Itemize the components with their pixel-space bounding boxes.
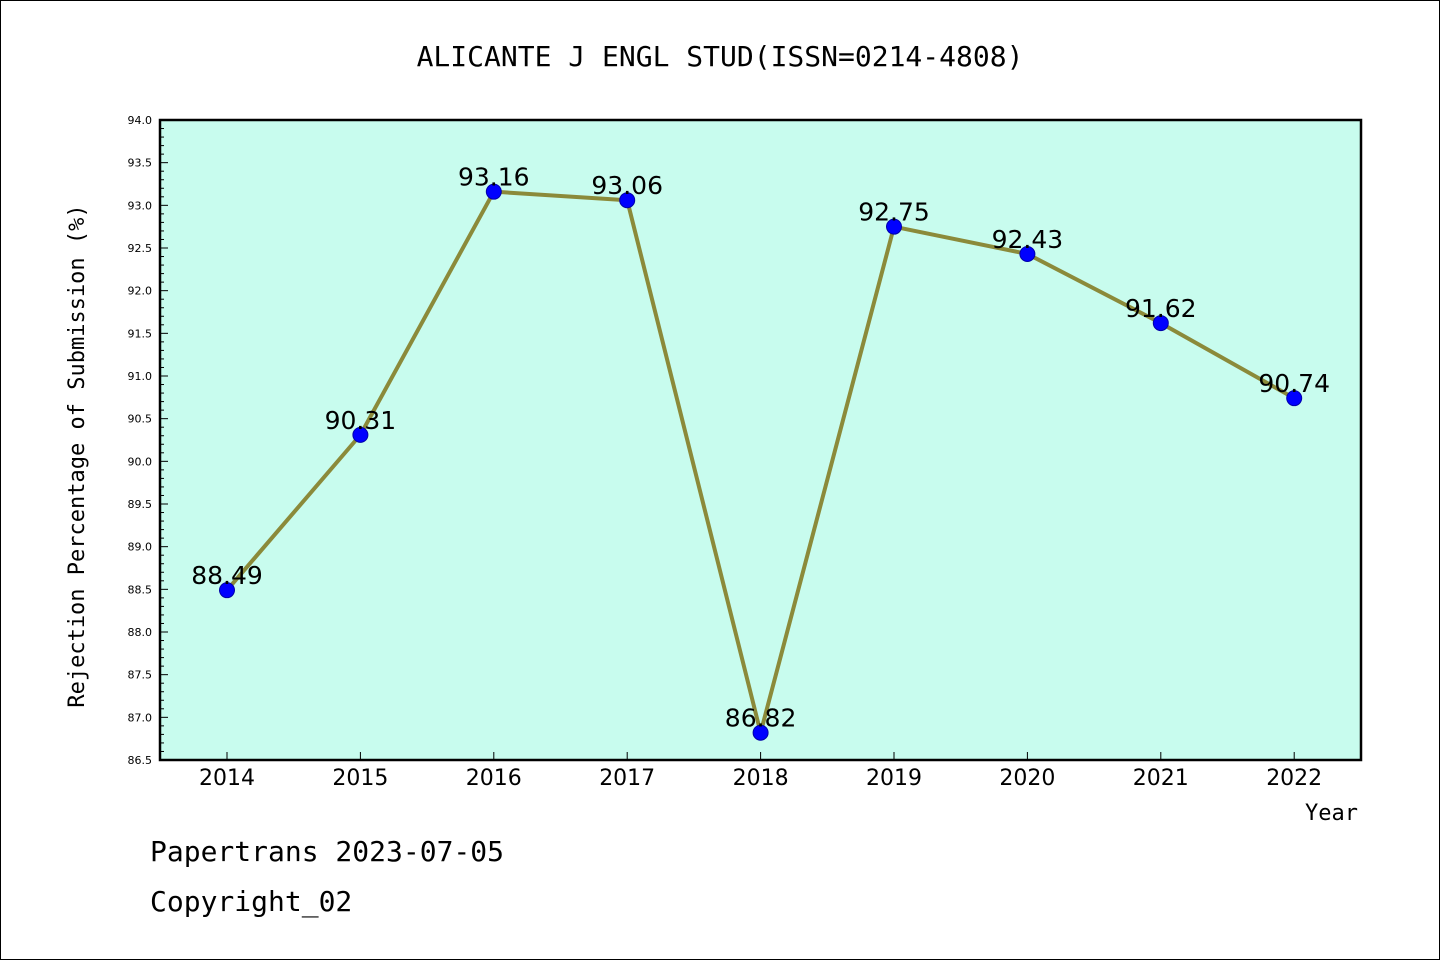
data-point	[1019, 245, 1036, 262]
y-tick-label: 93.0	[128, 199, 153, 212]
x-tick-label: 2019	[866, 766, 922, 791]
data-label: 92.75	[858, 198, 930, 227]
plot-border	[158, 118, 1363, 762]
data-point	[485, 183, 502, 200]
data-point	[1286, 390, 1303, 407]
footer-copyright: Copyright_02	[150, 885, 353, 918]
y-tick-label: 87.0	[128, 711, 153, 724]
data-label: 88.49	[191, 561, 263, 590]
x-tick-label: 2021	[1133, 766, 1189, 791]
x-tick-label: 2015	[332, 766, 388, 791]
y-tick-label: 93.5	[128, 157, 153, 170]
footer-date: Papertrans 2023-07-05	[150, 835, 505, 868]
data-series: 88.49 90.31 93.16 93.06 86.82 92.75 92.43 91.62…	[191, 163, 1330, 741]
data-point	[352, 426, 369, 443]
y-tick-label: 89.0	[128, 541, 153, 554]
x-tick-label: 2020	[999, 766, 1055, 791]
data-label: 91.62	[1125, 294, 1197, 323]
x-tick-label: 2014	[199, 766, 255, 791]
y-tick-label: 89.5	[128, 498, 153, 511]
data-point	[1152, 315, 1169, 332]
y-tick-label: 87.5	[128, 669, 153, 682]
x-tick-label: 2016	[466, 766, 522, 791]
x-tick-label: 2018	[733, 766, 789, 791]
data-point	[752, 724, 769, 741]
y-tick-label: 92.0	[128, 285, 153, 298]
y-axis-title: Rejection Percentage of Submission (%)	[65, 204, 90, 707]
y-tick-label: 90.0	[128, 455, 153, 468]
chart-title: ALICANTE J ENGL STUD(ISSN=0214-4808)	[417, 40, 1024, 73]
x-tick-label: 2017	[599, 766, 655, 791]
x-axis-ticks: 2014 2015 2016 2017 2018 2019 2020 2021 2022	[199, 752, 1322, 791]
data-point	[886, 218, 902, 235]
x-axis-title: Year	[1305, 801, 1358, 826]
data-point	[619, 192, 636, 209]
x-tick-label: 2022	[1266, 766, 1322, 791]
y-tick-label: 92.5	[128, 242, 153, 255]
y-tick-label: 91.5	[128, 327, 153, 340]
data-label: 93.06	[591, 171, 663, 200]
data-label: 90.74	[1258, 369, 1330, 398]
data-label: 93.16	[458, 163, 530, 192]
y-tick-label: 88.0	[128, 626, 153, 639]
y-tick-label: 90.5	[128, 413, 153, 426]
data-point	[219, 582, 235, 599]
y-tick-label: 91.0	[128, 370, 153, 383]
data-label: 90.31	[325, 406, 397, 435]
y-tick-label: 94.0	[128, 114, 153, 127]
y-tick-label: 86.5	[128, 754, 153, 767]
y-tick-label: 88.5	[128, 583, 153, 596]
data-label: 92.43	[992, 225, 1064, 254]
y-axis-ticks: 86.5 87.0 87.5 88.0 88.5 89.0 89.5 90.0 90.5 91.0…	[128, 114, 168, 767]
data-label: 86.82	[725, 704, 797, 733]
plot-area	[160, 120, 1361, 760]
